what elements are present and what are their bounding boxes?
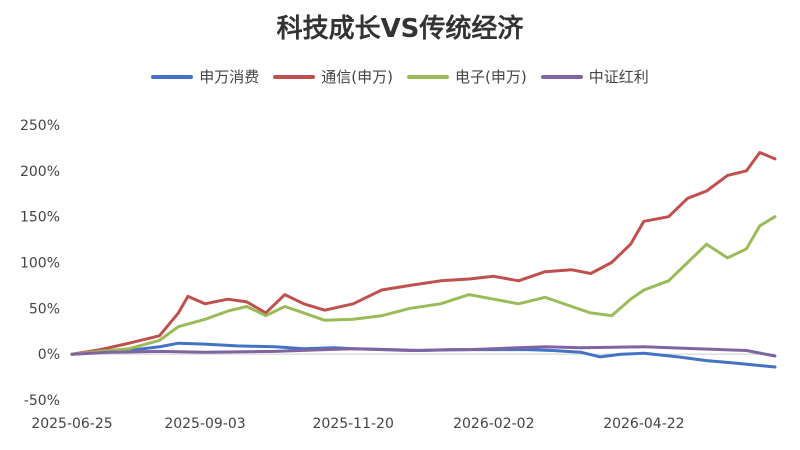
series-line-1 xyxy=(70,151,777,356)
y-tick-label: 150% xyxy=(20,210,60,226)
legend-item: 通信(申万) xyxy=(273,66,393,87)
legend-label: 电子(申万) xyxy=(455,68,527,86)
legend-swatch xyxy=(273,74,316,79)
y-tick-label: 250% xyxy=(20,118,60,134)
x-tick-label: 2026-04-22 xyxy=(603,416,684,432)
y-tick-label: 0% xyxy=(38,347,60,363)
y-tick-label: 50% xyxy=(29,301,60,317)
x-tick-label: 2025-09-03 xyxy=(164,416,245,432)
legend-item: 中证红利 xyxy=(540,66,649,87)
x-tick-label: 2025-06-25 xyxy=(31,416,112,432)
x-tick-label: 2026-02-02 xyxy=(453,416,534,432)
legend-swatch xyxy=(540,74,583,79)
y-tick-label: 200% xyxy=(20,164,60,180)
chart-title: 科技成长VS传统经济 xyxy=(276,14,524,44)
legend-swatch xyxy=(151,74,194,79)
y-tick-label: 100% xyxy=(20,256,60,272)
legend-item: 电子(申万) xyxy=(407,66,527,87)
chart-legend: 申万消费 通信(申万) 电子(申万) 中证红利 xyxy=(0,66,800,87)
legend-label: 中证红利 xyxy=(588,68,649,86)
legend-item: 申万消费 xyxy=(151,66,259,87)
series-line-3 xyxy=(70,345,777,358)
legend-label: 申万消费 xyxy=(199,68,260,86)
legend-swatch xyxy=(407,74,449,79)
series-line-2 xyxy=(70,215,777,356)
legend-label: 通信(申万) xyxy=(321,68,393,86)
x-tick-label: 2025-11-20 xyxy=(313,416,394,432)
y-tick-label: -50% xyxy=(24,393,60,409)
